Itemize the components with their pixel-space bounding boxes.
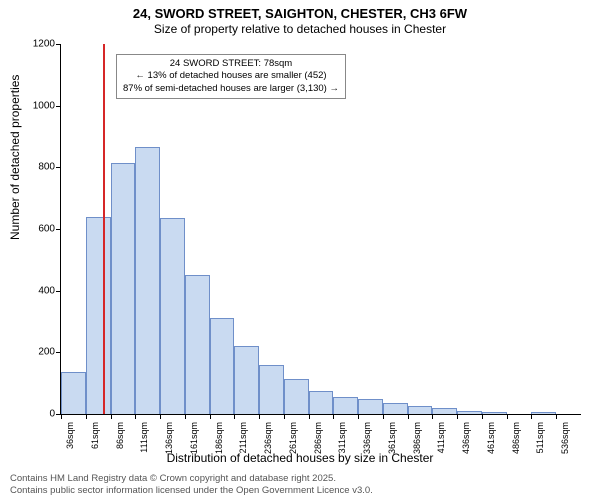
histogram-bar (531, 412, 556, 414)
x-tick-mark (185, 414, 186, 419)
histogram-bar (259, 365, 284, 414)
histogram-bar (135, 147, 160, 414)
y-tick-mark (56, 44, 61, 45)
y-tick-mark (56, 167, 61, 168)
x-tick-mark (432, 414, 433, 419)
footer-line2: Contains public sector information licen… (10, 485, 373, 496)
histogram-bar (185, 275, 210, 414)
annotation-line1: 24 SWORD STREET: 78sqm (123, 58, 339, 70)
histogram-bar (284, 379, 309, 414)
x-tick-mark (210, 414, 211, 419)
x-tick-mark (408, 414, 409, 419)
x-tick-mark (259, 414, 260, 419)
chart-subtitle: Size of property relative to detached ho… (0, 22, 600, 36)
histogram-bar (358, 399, 383, 414)
y-tick-label: 1000 (21, 100, 55, 111)
histogram-bar (61, 372, 86, 414)
histogram-bar (160, 218, 185, 414)
y-axis-label: Number of detached properties (8, 75, 22, 240)
histogram-bar (432, 408, 457, 414)
footer-text: Contains HM Land Registry data © Crown c… (10, 473, 373, 496)
histogram-bar (86, 217, 111, 414)
x-tick-mark (111, 414, 112, 419)
annotation-line2: ← 13% of detached houses are smaller (45… (123, 70, 339, 82)
y-tick-label: 400 (21, 285, 55, 296)
histogram-bar (210, 318, 235, 414)
x-axis-label: Distribution of detached houses by size … (0, 451, 600, 465)
histogram-bar (234, 346, 259, 414)
y-tick-label: 200 (21, 347, 55, 358)
x-tick-mark (309, 414, 310, 419)
y-tick-label: 0 (21, 409, 55, 420)
y-tick-mark (56, 291, 61, 292)
x-tick-mark (383, 414, 384, 419)
x-tick-mark (457, 414, 458, 419)
x-tick-mark (61, 414, 62, 419)
x-tick-mark (284, 414, 285, 419)
y-tick-label: 600 (21, 224, 55, 235)
y-tick-label: 800 (21, 162, 55, 173)
histogram-bar (482, 412, 507, 414)
x-tick-mark (160, 414, 161, 419)
histogram-bar (383, 403, 408, 414)
x-tick-mark (556, 414, 557, 419)
x-tick-mark (482, 414, 483, 419)
x-tick-mark (86, 414, 87, 419)
y-tick-label: 1200 (21, 39, 55, 50)
x-tick-mark (135, 414, 136, 419)
footer-line1: Contains HM Land Registry data © Crown c… (10, 473, 373, 484)
plot-area: 24 SWORD STREET: 78sqm ← 13% of detached… (60, 44, 581, 415)
x-tick-mark (234, 414, 235, 419)
chart-container: 24, SWORD STREET, SAIGHTON, CHESTER, CH3… (0, 0, 600, 500)
y-tick-mark (56, 352, 61, 353)
chart-title: 24, SWORD STREET, SAIGHTON, CHESTER, CH3… (0, 6, 600, 21)
x-tick-mark (507, 414, 508, 419)
y-tick-mark (56, 106, 61, 107)
y-tick-mark (56, 229, 61, 230)
histogram-bar (457, 411, 482, 414)
histogram-bar (333, 397, 358, 414)
histogram-bar (408, 406, 433, 414)
x-tick-mark (358, 414, 359, 419)
histogram-bar (309, 391, 334, 414)
annotation-line3: 87% of semi-detached houses are larger (… (123, 83, 339, 95)
x-tick-mark (531, 414, 532, 419)
annotation-box: 24 SWORD STREET: 78sqm ← 13% of detached… (116, 54, 346, 99)
x-tick-mark (333, 414, 334, 419)
marker-line (103, 44, 105, 414)
histogram-bar (111, 163, 136, 414)
